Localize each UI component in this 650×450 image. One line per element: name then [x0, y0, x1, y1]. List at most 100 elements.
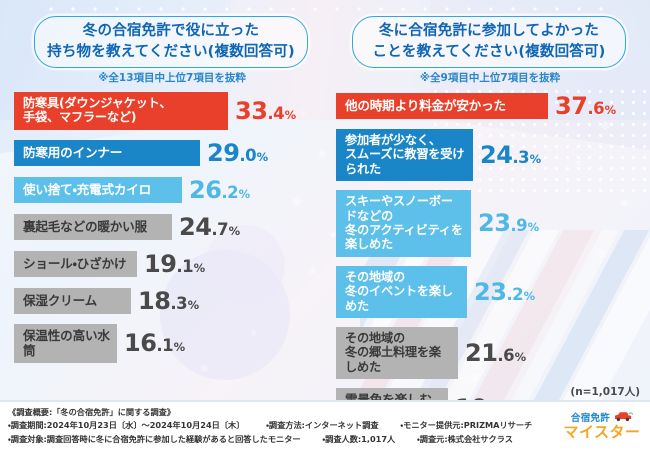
bar-value: 23.9%: [478, 209, 539, 237]
snowflake-icon: ❄: [470, 371, 481, 385]
value-decimal: .6: [587, 99, 605, 118]
bar-label: スキーやスノーボードなどの 冬のアクティビティを楽しめた: [345, 194, 463, 252]
snowflake-icon: ❄: [600, 119, 611, 133]
table-row: 保湿クリーム 18.3%: [14, 287, 324, 315]
value-percent-sign: %: [514, 349, 527, 364]
logo-top-row: 合宿免許: [570, 410, 634, 424]
snowflake-icon: ❄: [330, 231, 337, 240]
value-decimal: .3: [512, 148, 530, 168]
table-row: 他の時期より料金が安かった 37.6%: [336, 92, 646, 120]
bar-label: 保温性の高い水筒: [23, 327, 110, 358]
value-percent-sign: %: [604, 103, 617, 117]
bar-value: 26.2%: [189, 176, 250, 204]
sample-size-note: (n=1,017人): [570, 386, 640, 398]
left-question-line-1: 冬の合宿免許で役に立った: [82, 23, 260, 40]
logo-bottom-text: マイスター: [563, 422, 641, 441]
left-panel-note: ※全13項目中上位7項目を抜粋: [98, 72, 246, 84]
bar-value: 19.1%: [144, 250, 205, 278]
bar-label: その地域の 冬のイベントを楽しめた: [345, 269, 453, 313]
bar-label: 使い捨て・充電式カイロ: [23, 181, 152, 197]
survey-source: ・調査元:株式会社サクラス: [416, 433, 513, 444]
car-icon: [615, 412, 634, 422]
bar-segment: 防寒用のインナー: [14, 139, 200, 166]
snowflake-icon: ❄: [308, 267, 317, 278]
value-percent-sign: %: [527, 220, 540, 235]
value-percent-sign: %: [256, 149, 269, 164]
value-integer: 19: [144, 249, 177, 278]
survey-count: ・調査人数:1,017人: [322, 433, 396, 444]
value-integer: 26: [189, 175, 222, 204]
bar-label: 裏起毛などの暖かい服: [23, 218, 147, 234]
snowflake-icon: ❄: [318, 149, 327, 160]
bar-label: 防寒具(ダウンジャケット、 手袋、マフラーなど): [23, 96, 172, 125]
value-decimal: .4: [267, 103, 285, 123]
value-decimal: .7: [211, 219, 229, 239]
value-decimal: .6: [497, 345, 515, 365]
snowflake-icon: ❄: [300, 109, 307, 118]
right-question-box: 冬に合宿免許に参加してよかった ことを教えてください(複数回答可): [352, 16, 626, 68]
brand-logo[interactable]: 合宿免許 マイスター: [560, 405, 644, 445]
bar-label: その地域の 冬の郷土料理を楽しめた: [345, 330, 441, 374]
value-integer: 37: [555, 92, 588, 120]
value-decimal: .1: [176, 256, 194, 276]
value-integer: 21: [465, 338, 498, 367]
survey-line-2: ・調査期間:2024年10月23日〔水〕〜2024年10月24日〔木〕 ・調査方…: [8, 419, 568, 432]
survey-method: ・調査方法:インターネット調査: [266, 420, 379, 431]
value-percent-sign: %: [228, 223, 241, 238]
bar-value: 33.4%: [235, 97, 296, 125]
bar-value: 16.1%: [124, 329, 185, 357]
value-integer: 29: [207, 138, 240, 167]
left-bar-chart: 防寒具(ダウンジャケット、 手袋、マフラーなど) 33.4% 防寒用のインナー 29.…: [14, 92, 324, 372]
footer: 《調査概要:「冬の合宿免許」に関する調査》 ・調査期間:2024年10月23日〔…: [0, 400, 650, 450]
table-row: 防寒具(ダウンジャケット、 手袋、マフラーなど) 33.4%: [14, 92, 324, 130]
bar-value: 18.3%: [138, 287, 199, 315]
value-percent-sign: %: [529, 152, 542, 167]
bar-segment: その地域の 冬の郷土料理を楽しめた: [336, 326, 458, 380]
bar-segment: スキーやスノーボードなどの 冬のアクティビティを楽しめた: [336, 190, 471, 257]
right-question-line-1: 冬に合宿免許に参加してよかった: [378, 23, 600, 40]
value-integer: 16: [124, 329, 157, 358]
bar-segment: ショール・ひざかけ: [14, 250, 137, 277]
bar-segment: 参加者が少なく、 スムーズに教習を受けられた: [336, 129, 473, 182]
survey-overview: 《調査概要:「冬の合宿免許」に関する調査》 ・調査期間:2024年10月23日〔…: [8, 406, 568, 446]
bar-value: 24.3%: [480, 141, 541, 169]
value-percent-sign: %: [238, 186, 251, 201]
logo-top-text: 合宿免許: [570, 412, 611, 424]
bar-value: 23.2%: [474, 278, 535, 306]
bar-value: 24.7%: [179, 213, 240, 241]
left-question-line-2: 持ち物を教えてください(複数回答可): [47, 44, 295, 60]
value-decimal: .0: [239, 145, 257, 165]
value-percent-sign: %: [173, 340, 186, 355]
value-integer: 33: [235, 96, 268, 125]
survey-period: ・調査期間:2024年10月23日〔水〕〜2024年10月24日〔木〕: [8, 420, 245, 431]
value-integer: 24: [179, 212, 212, 241]
bar-value: 29.0%: [207, 139, 268, 167]
snowflake-icon: ❄: [250, 329, 257, 338]
bar-segment: その地域の 冬のイベントを楽しめた: [336, 265, 467, 318]
snowflake-icon: ❄: [200, 364, 209, 375]
bar-segment: 防寒具(ダウンジャケット、 手袋、マフラーなど): [14, 92, 228, 130]
value-decimal: .2: [506, 284, 524, 304]
survey-target: ・調査対象:調査回答時に冬に合宿免許に参加した経験があると回答したモニター: [8, 433, 301, 444]
snowflake-icon: ❄: [596, 247, 607, 261]
bar-segment: 他の時期より料金が安かった: [336, 93, 548, 119]
bar-label: 他の時期より料金が安かった: [345, 97, 506, 113]
bar-segment: 使い捨て・充電式カイロ: [14, 176, 182, 203]
value-percent-sign: %: [187, 297, 200, 312]
value-percent-sign: %: [193, 260, 206, 275]
survey-line-3: ・調査対象:調査回答時に冬に合宿免許に参加した経験があると回答したモニター ・調…: [8, 433, 568, 446]
bar-label: ショール・ひざかけ: [23, 255, 127, 271]
value-decimal: .3: [170, 293, 188, 313]
table-row: 使い捨て・充電式カイロ 26.2%: [14, 176, 324, 204]
value-percent-sign: %: [523, 288, 536, 303]
footer-divider: [0, 400, 650, 402]
table-row: 裏起毛などの暖かい服 24.7%: [14, 213, 324, 241]
snowflake-icon: ❄: [292, 195, 303, 209]
survey-title: 《調査概要:「冬の合宿免許」に関する調査》: [8, 407, 176, 417]
monitor-provider: ・モニター提供元:PRIZMAリサーチ: [400, 420, 533, 431]
value-integer: 24: [480, 141, 513, 170]
value-integer: 18: [138, 286, 171, 315]
table-row: 防寒用のインナー 29.0%: [14, 139, 324, 167]
value-decimal: .1: [156, 336, 174, 356]
